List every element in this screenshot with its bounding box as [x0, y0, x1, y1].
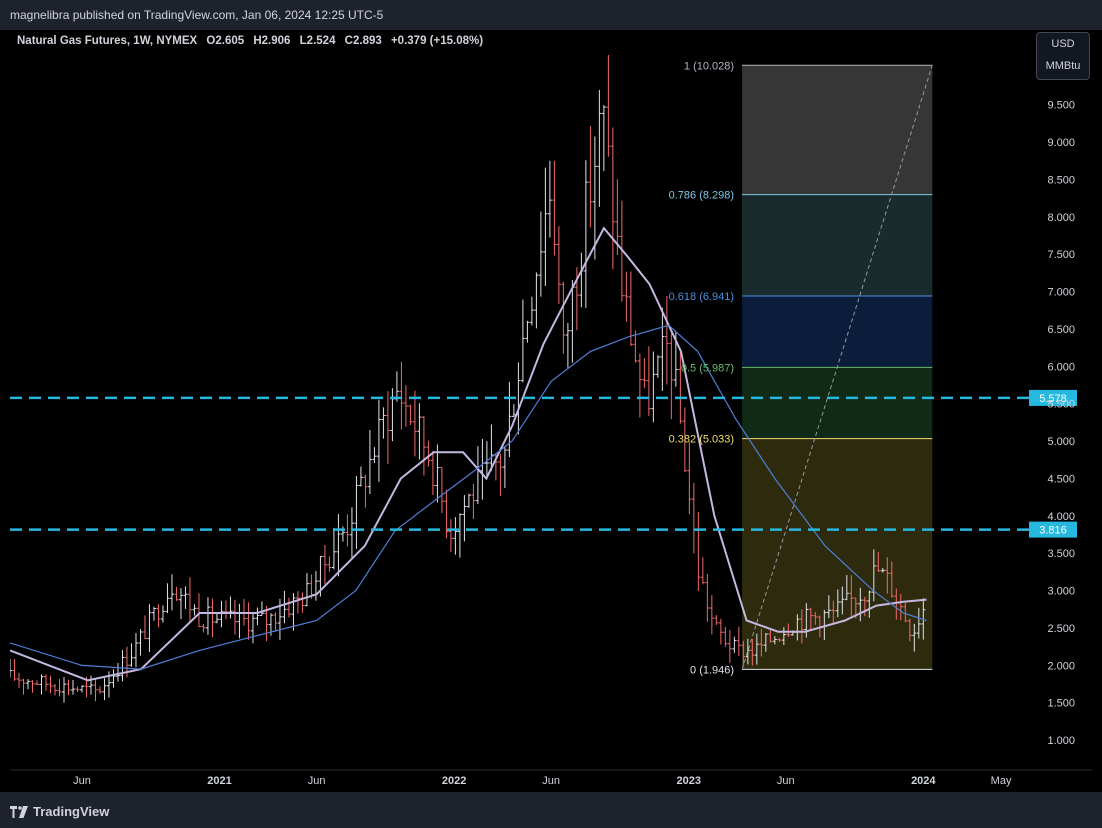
chart-frame[interactable]: 5.578 3.816 1 (10.028) 0.786 (8.298) 0.618 (…	[10, 30, 1092, 792]
low-value: L2.524	[299, 35, 336, 47]
x-tick-label: 2021	[207, 775, 231, 787]
tradingview-logo-icon	[10, 805, 28, 818]
fib-zone	[742, 194, 933, 297]
tradingview-logo[interactable]: TradingView	[10, 804, 109, 819]
y-tick-label: 6.500	[1047, 324, 1075, 336]
publisher-info: magnelibra published on TradingView.com,…	[10, 8, 384, 22]
y-tick-label: 5.000	[1047, 436, 1075, 448]
level-price-label: 5.578	[1039, 393, 1067, 405]
fib-level-label: 0.5 (5.987)	[681, 362, 734, 374]
y-tick-label: 9.500	[1047, 100, 1075, 112]
y-tick-label: 5.500	[1047, 399, 1075, 411]
y-tick-label: 7.500	[1047, 249, 1075, 261]
fib-level-label: 0.618 (6.941)	[669, 291, 734, 303]
high-value: H2.906	[253, 35, 291, 47]
unit-selector[interactable]: USD MMBtu	[1036, 32, 1090, 80]
fib-zone	[742, 367, 933, 439]
x-tick-label: Jun	[542, 775, 560, 787]
fib-level-label: 0 (1.946)	[690, 664, 734, 676]
y-tick-label: 1.500	[1047, 698, 1075, 710]
level-price-label: 3.816	[1039, 525, 1067, 537]
symbol-legend: Natural Gas Futures, 1W, NYMEX O2.605 H2…	[17, 35, 489, 47]
fib-level-label: 0.382 (5.033)	[669, 434, 734, 446]
open-value: O2.605	[206, 35, 245, 47]
x-tick-label: 2023	[676, 775, 700, 787]
tradingview-brand: TradingView	[33, 804, 110, 819]
symbol-name: Natural Gas Futures, 1W, NYMEX	[17, 35, 198, 47]
y-tick-label: 6.000	[1047, 361, 1075, 373]
y-tick-label: 3.000	[1047, 586, 1075, 598]
change-value: +0.379 (+15.08%)	[390, 35, 484, 47]
measure-label: MMBtu	[1045, 60, 1081, 72]
bottom-bar	[0, 792, 1102, 828]
fib-trend-line	[741, 65, 933, 670]
y-tick-label: 8.000	[1047, 212, 1075, 224]
x-tick-label: Jun	[73, 775, 91, 787]
y-tick-label: 4.000	[1047, 511, 1075, 523]
y-tick-label: 7.000	[1047, 287, 1075, 299]
currency-label: USD	[1051, 38, 1075, 50]
x-tick-label: May	[991, 775, 1012, 787]
close-value: C2.893	[344, 35, 382, 47]
y-tick-label: 8.500	[1047, 174, 1075, 186]
x-tick-label: Jun	[308, 775, 326, 787]
fib-zone	[742, 296, 933, 368]
y-tick-label: 2.500	[1047, 623, 1075, 635]
level-price-tag	[1029, 389, 1077, 406]
level-price-tag	[1029, 521, 1077, 538]
y-tick-label: 3.500	[1047, 548, 1075, 560]
fib-level-label: 1 (10.028)	[684, 60, 734, 72]
moving-average-line	[10, 226, 927, 682]
moving-average-line	[10, 324, 927, 670]
y-tick-label: 2.000	[1047, 660, 1075, 672]
fib-level-label: 0.786 (8.298)	[669, 190, 734, 202]
price-chart[interactable]: 5.578 3.816 1 (10.028) 0.786 (8.298) 0.618 (…	[10, 30, 1092, 792]
x-tick-label: 2024	[911, 775, 936, 787]
top-bar	[0, 0, 1102, 30]
y-tick-label: 1.000	[1047, 735, 1075, 747]
x-tick-label: Jun	[777, 775, 795, 787]
y-tick-label: 4.500	[1047, 473, 1075, 485]
x-tick-label: 2022	[442, 775, 466, 787]
y-tick-label: 9.000	[1047, 137, 1075, 149]
fib-zone	[742, 65, 933, 195]
